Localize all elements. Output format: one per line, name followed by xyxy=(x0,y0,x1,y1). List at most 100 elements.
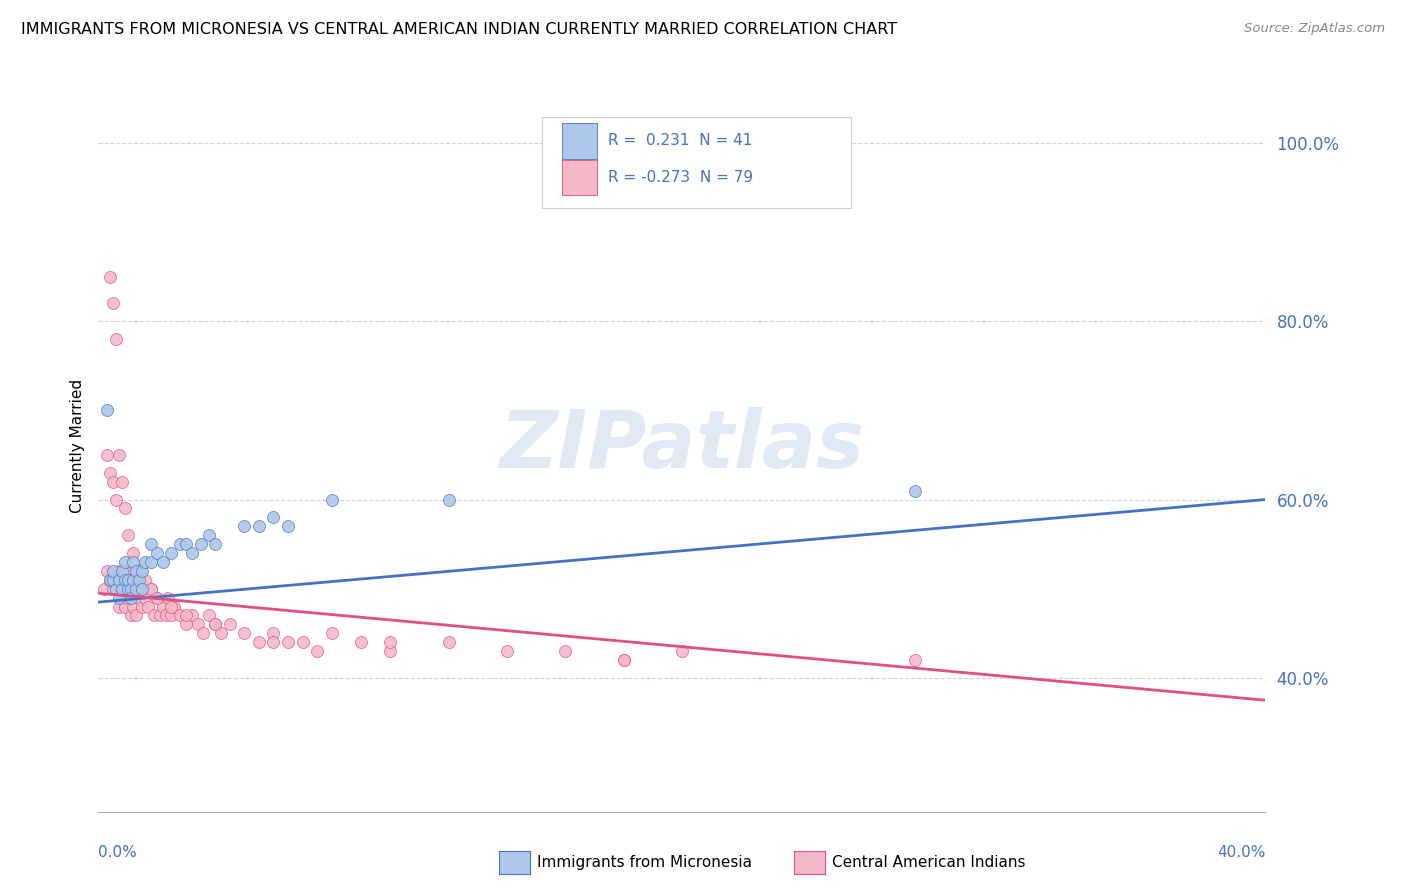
Point xyxy=(122,582,145,596)
Point xyxy=(131,582,153,596)
Text: R =  0.231  N = 41: R = 0.231 N = 41 xyxy=(609,134,752,148)
Point xyxy=(218,617,240,632)
Point xyxy=(204,537,226,551)
Point xyxy=(321,626,343,640)
Point xyxy=(104,492,127,507)
Point xyxy=(437,635,460,649)
Point xyxy=(142,608,165,623)
Point xyxy=(134,591,156,605)
Point xyxy=(111,582,134,596)
Point xyxy=(101,475,124,489)
Text: Central American Indians: Central American Indians xyxy=(832,855,1026,870)
Point xyxy=(120,591,142,605)
Point xyxy=(120,608,142,623)
Point xyxy=(262,510,284,524)
Point xyxy=(108,448,131,462)
Point xyxy=(160,608,183,623)
Point xyxy=(104,332,127,346)
Point xyxy=(139,582,162,596)
Point xyxy=(247,635,270,649)
Point xyxy=(193,626,215,640)
Point xyxy=(247,519,270,533)
Point xyxy=(152,555,174,569)
Point xyxy=(190,537,212,551)
Point xyxy=(111,591,134,605)
Point xyxy=(93,582,115,596)
Point xyxy=(174,617,197,632)
Point xyxy=(671,644,693,658)
Point xyxy=(114,555,136,569)
Point xyxy=(198,528,221,542)
Point xyxy=(117,591,139,605)
Point xyxy=(262,635,284,649)
Point xyxy=(187,617,209,632)
Point xyxy=(612,653,634,667)
Point xyxy=(904,653,927,667)
Point xyxy=(131,599,153,614)
Text: R = -0.273  N = 79: R = -0.273 N = 79 xyxy=(609,170,754,185)
Point xyxy=(120,573,142,587)
Point xyxy=(146,591,169,605)
Point xyxy=(139,582,162,596)
Point xyxy=(904,483,927,498)
Point xyxy=(233,626,256,640)
Point xyxy=(169,537,191,551)
Point xyxy=(262,626,284,640)
Point xyxy=(149,608,172,623)
Point xyxy=(204,617,226,632)
Point xyxy=(96,564,118,578)
Point xyxy=(98,573,121,587)
Point xyxy=(101,582,124,596)
Point xyxy=(134,555,156,569)
Point xyxy=(612,653,634,667)
Point xyxy=(160,599,183,614)
Point xyxy=(146,591,169,605)
Point xyxy=(108,564,131,578)
Point xyxy=(180,608,202,623)
Point xyxy=(96,448,118,462)
Point xyxy=(169,608,191,623)
Point xyxy=(136,599,159,614)
Point xyxy=(111,564,134,578)
Point xyxy=(120,582,142,596)
Text: Source: ZipAtlas.com: Source: ZipAtlas.com xyxy=(1244,22,1385,36)
FancyBboxPatch shape xyxy=(562,160,596,195)
Point xyxy=(350,635,373,649)
Point xyxy=(180,546,202,560)
Point xyxy=(152,599,174,614)
Text: ZIPatlas: ZIPatlas xyxy=(499,407,865,485)
Point xyxy=(98,466,121,480)
FancyBboxPatch shape xyxy=(562,123,596,159)
Point xyxy=(117,582,139,596)
Point xyxy=(111,475,134,489)
Point xyxy=(98,573,121,587)
Point xyxy=(122,546,145,560)
Point xyxy=(160,546,183,560)
Point xyxy=(157,591,180,605)
Point xyxy=(146,546,169,560)
Point xyxy=(122,555,145,569)
Point xyxy=(125,582,148,596)
Point xyxy=(111,573,134,587)
Point xyxy=(155,608,177,623)
Point xyxy=(437,492,460,507)
Point xyxy=(233,519,256,533)
Point xyxy=(128,573,150,587)
Point xyxy=(174,537,197,551)
Point xyxy=(101,296,124,310)
Point xyxy=(114,599,136,614)
Point xyxy=(174,608,197,623)
Point xyxy=(125,608,148,623)
Text: 40.0%: 40.0% xyxy=(1218,845,1265,860)
Point xyxy=(101,564,124,578)
Point xyxy=(204,617,226,632)
Point xyxy=(131,582,153,596)
Y-axis label: Currently Married: Currently Married xyxy=(69,379,84,513)
Point xyxy=(117,582,139,596)
Point xyxy=(139,537,162,551)
Point xyxy=(122,599,145,614)
Point xyxy=(104,582,127,596)
Point xyxy=(198,608,221,623)
Point xyxy=(380,635,402,649)
Point xyxy=(101,573,124,587)
